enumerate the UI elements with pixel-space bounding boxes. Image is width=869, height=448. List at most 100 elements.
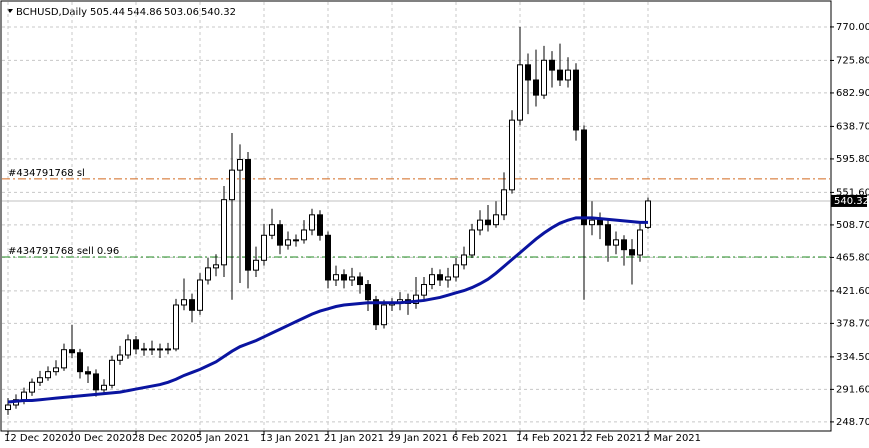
plot-frame [0,0,832,432]
candle-body [429,274,435,286]
candle-body [549,59,555,71]
header-value: 540.32 [201,7,236,18]
candle-body [277,224,283,246]
candle-body [253,259,259,271]
header-value: 544.86 [127,7,162,18]
y-tick-label: 595.80 [836,154,869,165]
y-tick-label: 334.50 [836,352,869,363]
candle-body [645,200,651,228]
candle-body [101,384,107,391]
candle-body [117,354,123,361]
candle-body [533,79,539,96]
candle-body [109,359,115,386]
candle-body [421,284,427,296]
candle-body [477,219,483,231]
x-tick-label: 29 Jan 2021 [388,433,448,444]
candle-body [85,371,91,375]
y-tick-label: 465.80 [836,252,869,263]
candle-body [453,264,459,278]
candle-body [125,339,131,356]
y-tick-label: 638.70 [836,121,869,132]
y-tick-label: 248.70 [836,417,869,428]
candle-body [589,219,595,226]
candle-body [613,239,619,246]
candle-body [93,373,99,391]
candle-body [341,274,347,281]
candle-body [333,274,339,281]
candle-body [445,276,451,281]
candle-body [525,64,531,81]
bid-label: 540.32 [834,196,869,207]
candle-body [485,219,491,226]
candle-body [325,234,331,281]
candle-body [173,304,179,350]
header-values: 505.44 544.86 503.06 540.32 [90,7,236,18]
x-tick-label: 28 Dec 2020 [132,433,196,444]
candle-body [309,214,315,231]
x-tick-label: 2 Mar 2021 [644,433,701,444]
candle-body [77,352,83,373]
candle-body [181,299,187,306]
candle-body [357,276,363,286]
candle-body [165,348,171,351]
candle-body [597,219,603,226]
candle-body [517,64,523,121]
candle-body [469,229,475,256]
candle-body [157,348,163,351]
candle-body [285,239,291,246]
candle-body [437,274,443,281]
candle-body [381,304,387,326]
candle-body [637,229,643,256]
x-tick-label: 13 Jan 2021 [260,433,320,444]
candle-body [373,299,379,326]
header-value: 505.44 [90,7,125,18]
moving-average [7,216,648,404]
candle-body [349,276,355,281]
candle-body [197,279,203,311]
candle-body [509,119,515,191]
y-tick-label: 421.60 [836,286,869,297]
candle-body [133,339,139,350]
y-tick-label: 378.70 [836,318,869,329]
candle-body [269,224,275,236]
candle-body [245,159,251,271]
candle-body [605,224,611,246]
symbol: BCHUSD,Daily [16,7,87,18]
y-tick-label: 770.00 [836,22,869,33]
candle-body [213,264,219,269]
candle-body [229,169,235,201]
y-tick-label: 291.60 [836,384,869,395]
candle-body [189,299,195,311]
candle-body [293,239,299,242]
y-tick-label: 725.80 [836,55,869,66]
candle-body [141,348,147,351]
candle-body [493,214,499,226]
candle-body [317,214,323,236]
candle-body [53,367,59,373]
candle-body [301,229,307,241]
level-label: #434791768 sl [8,168,85,179]
candle-body [541,59,547,96]
candle-body [365,284,371,301]
candle-body [629,249,635,256]
level-label: #434791768 sell 0.96 [8,246,119,257]
candle-body [149,348,155,351]
candle-body [237,159,243,171]
header-value: 503.06 [164,7,199,18]
x-tick-label: 5 Jan 2021 [196,433,250,444]
candle-body [557,69,563,81]
candle-body [581,129,587,226]
candle-body [205,267,211,281]
candle-body [261,234,267,261]
candle-body [29,381,35,393]
candle-body [45,371,51,379]
x-tick-label: 6 Feb 2021 [452,433,508,444]
candle-body [621,239,627,251]
x-tick-label: 21 Jan 2021 [324,433,384,444]
candle-body [413,294,419,304]
candle-body [501,189,507,216]
x-tick-label: 20 Dec 2020 [68,433,132,444]
y-tick-label: 682.90 [836,88,869,99]
bid-label-box [831,194,867,207]
